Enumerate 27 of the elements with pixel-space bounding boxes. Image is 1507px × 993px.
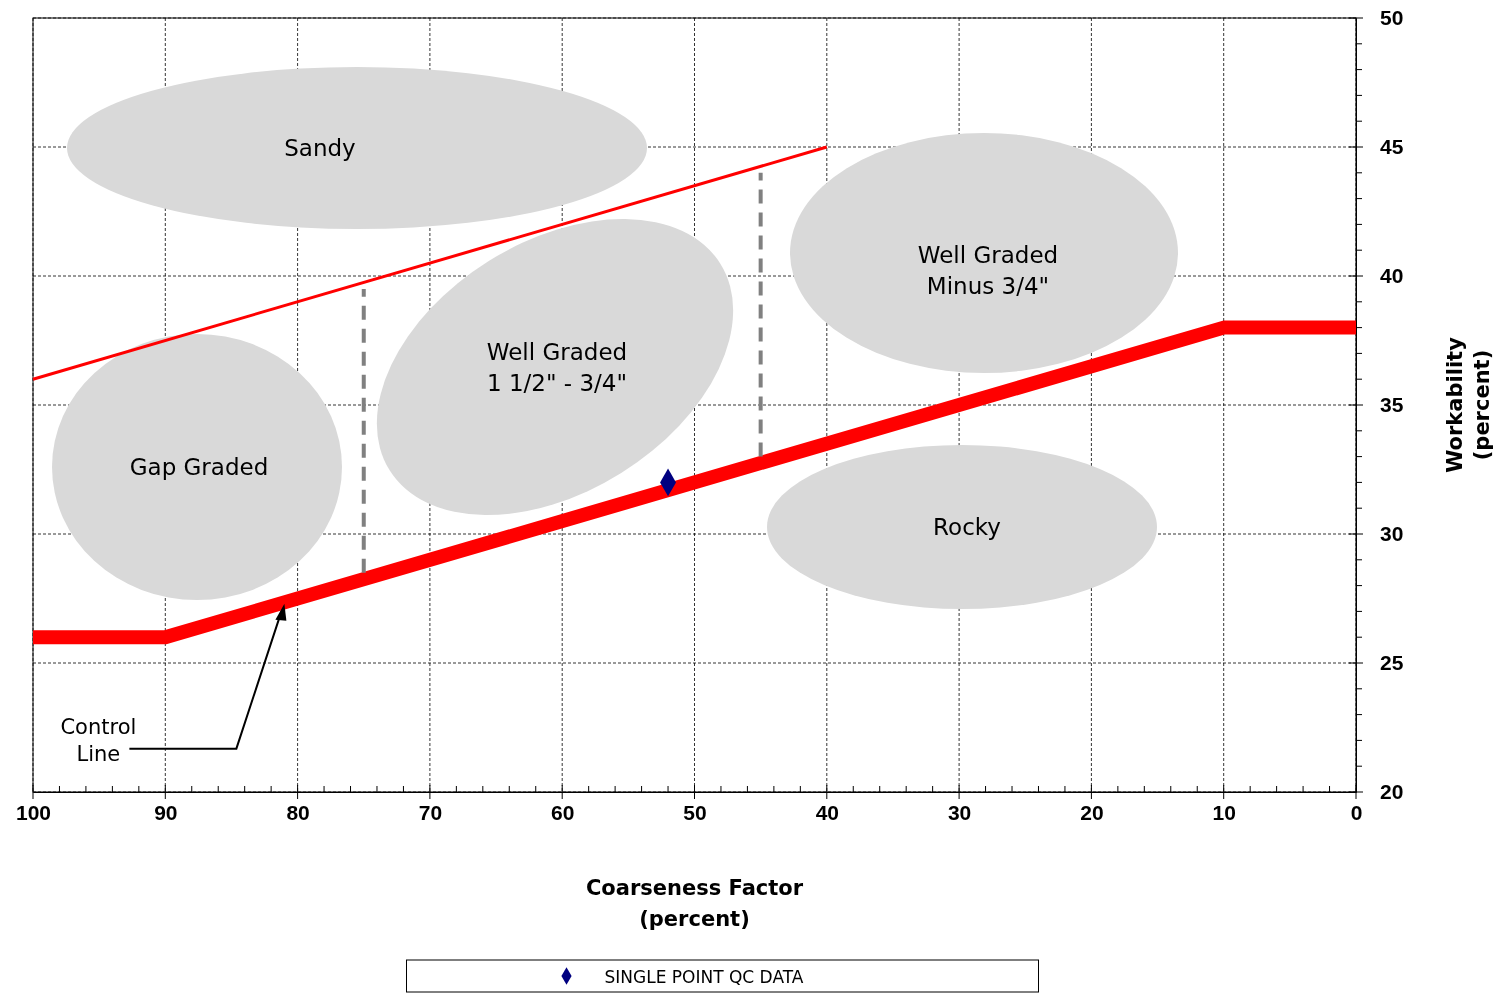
annotation: Well Graded 1 1/2" - 3/4" bbox=[486, 339, 628, 396]
y-tick-label: 45 bbox=[1380, 135, 1404, 159]
annotation: Sandy bbox=[284, 135, 356, 161]
x-tick-label: 30 bbox=[947, 801, 972, 825]
x-tick-label: 40 bbox=[815, 801, 839, 825]
x-tick-label: 80 bbox=[286, 801, 310, 825]
x-tick-label: 60 bbox=[551, 801, 575, 825]
x-tick-label: 70 bbox=[418, 801, 443, 825]
x-tick-label: 50 bbox=[683, 801, 707, 825]
y-axis-title: Workability (percent) bbox=[1443, 336, 1494, 473]
legend-label: SINGLE POINT QC DATA bbox=[604, 967, 804, 987]
y-tick-label: 20 bbox=[1380, 780, 1404, 804]
x-tick-label: 100 bbox=[15, 801, 52, 825]
y-tick-label: 50 bbox=[1380, 6, 1404, 30]
y-tick-label: 35 bbox=[1380, 393, 1404, 417]
x-tick-label: 20 bbox=[1080, 801, 1104, 825]
x-axis-title: Coarseness Factor (percent) bbox=[585, 876, 804, 931]
x-tick-label: 90 bbox=[154, 801, 178, 825]
x-tick-label: 0 bbox=[1350, 801, 1363, 825]
y-tick-label: 40 bbox=[1380, 264, 1404, 288]
annotation: Rocky bbox=[933, 514, 1001, 540]
x-tick-label: 10 bbox=[1212, 801, 1236, 825]
y-tick-label: 30 bbox=[1380, 522, 1404, 546]
y-tick-label: 25 bbox=[1380, 651, 1404, 675]
annotation: Control Line bbox=[60, 714, 137, 766]
annotation: Gap Graded bbox=[129, 454, 269, 480]
annotation: Well Graded Minus 3/4" bbox=[917, 242, 1059, 299]
